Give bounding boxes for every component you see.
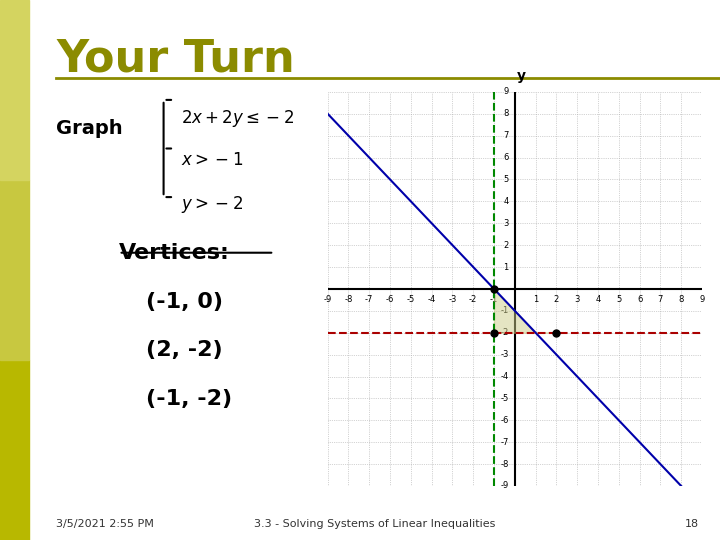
Text: and find the vertices: and find the vertices [333,119,505,137]
Text: 1: 1 [503,262,508,272]
Text: -9: -9 [500,482,508,490]
Text: -3: -3 [500,350,508,359]
Text: -5: -5 [407,295,415,305]
Text: -6: -6 [386,295,394,305]
Text: 3.3 - Solving Systems of Linear Inequalities: 3.3 - Solving Systems of Linear Inequali… [253,519,495,529]
Text: 8: 8 [503,109,508,118]
Text: 8: 8 [678,295,684,305]
Text: Your Turn: Your Turn [56,38,295,81]
Text: -1: -1 [500,306,508,315]
Bar [0,180,29,360]
Bar [0,0,29,180]
Text: 3: 3 [575,295,580,305]
Text: -6: -6 [500,416,508,425]
Text: -2: -2 [500,328,508,337]
Text: 9: 9 [699,295,705,305]
Text: -3: -3 [449,295,456,305]
Text: 2: 2 [503,241,508,249]
Text: -4: -4 [428,295,436,305]
Text: 1: 1 [533,295,539,305]
Text: -8: -8 [344,295,353,305]
Text: Graph: Graph [56,119,123,138]
Text: -5: -5 [500,394,508,403]
Text: 9: 9 [503,87,508,96]
Text: -4: -4 [500,372,508,381]
Text: $y > -2$: $y > -2$ [181,194,243,215]
Text: $x > -1$: $x > -1$ [181,151,243,169]
Text: -7: -7 [500,438,508,447]
Text: -7: -7 [365,295,374,305]
Text: -8: -8 [500,460,508,469]
Bar [0,360,29,540]
Text: -2: -2 [469,295,477,305]
Text: 3: 3 [503,219,508,228]
Text: $2x + 2y \leq -2$: $2x + 2y \leq -2$ [181,108,294,129]
Text: 18: 18 [685,519,699,529]
Text: 5: 5 [503,175,508,184]
Text: 5: 5 [616,295,621,305]
Text: y: y [516,70,526,84]
Text: (2, -2): (2, -2) [146,340,223,360]
Text: 6: 6 [503,153,508,162]
Text: 4: 4 [595,295,600,305]
Text: Vertices:: Vertices: [119,243,230,263]
Text: 2: 2 [554,295,559,305]
Text: (-1, -2): (-1, -2) [146,389,233,409]
Text: 4: 4 [503,197,508,206]
Text: -9: -9 [323,295,332,305]
Text: 6: 6 [637,295,642,305]
Text: 7: 7 [503,131,508,140]
Text: -1: -1 [490,295,498,305]
Text: 7: 7 [657,295,663,305]
Text: (-1, 0): (-1, 0) [146,292,223,312]
Text: 3/5/2021 2:55 PM: 3/5/2021 2:55 PM [56,519,154,529]
